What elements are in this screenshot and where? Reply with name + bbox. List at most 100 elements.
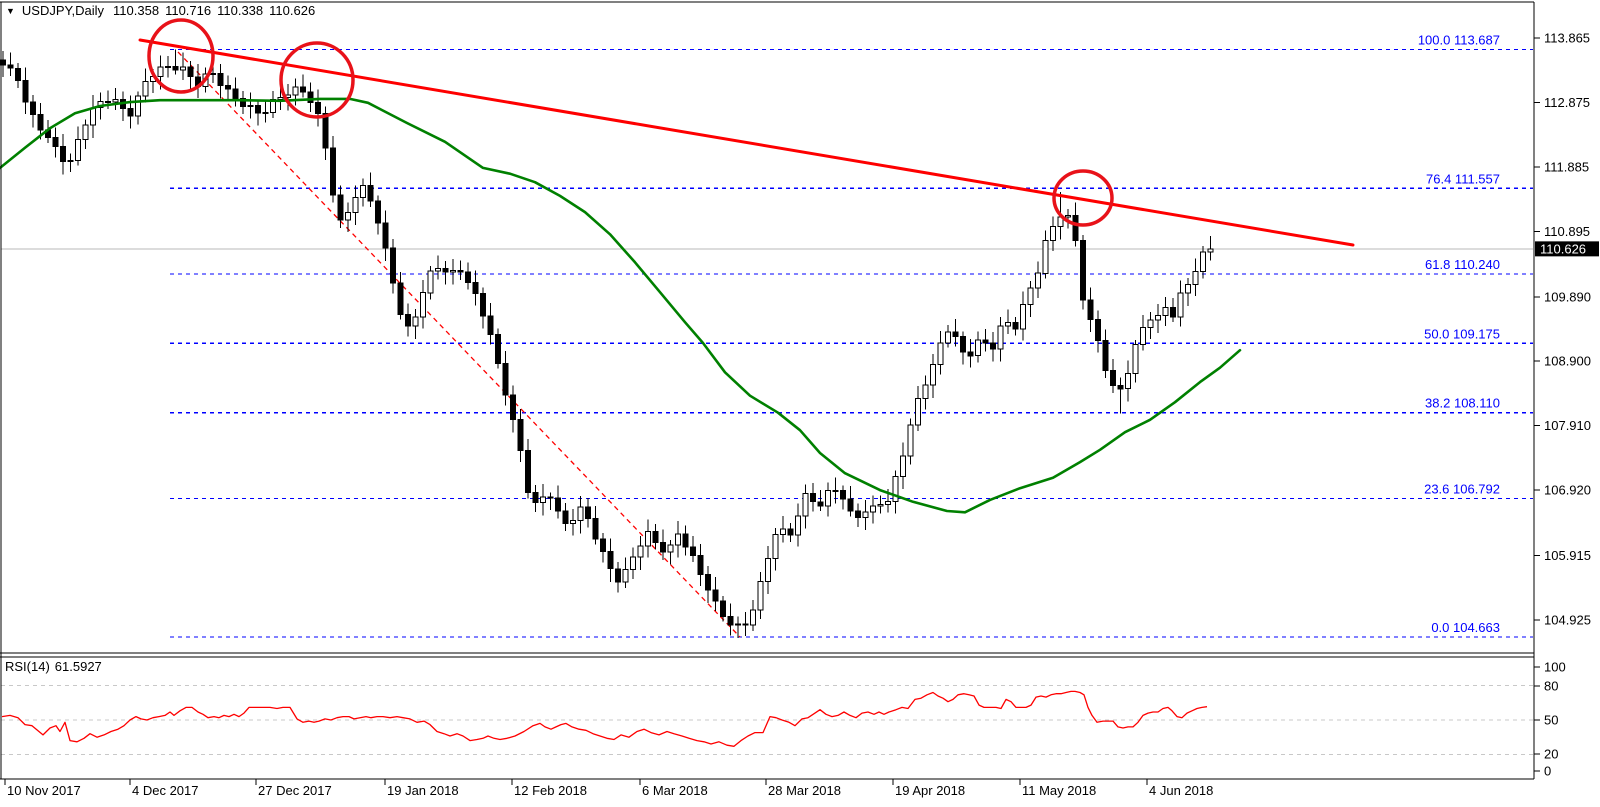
quote-open: 110.358 [113, 3, 160, 18]
candle-body-down [960, 336, 966, 353]
candle-body-up [570, 520, 576, 525]
candle-body-up [945, 331, 951, 344]
candle-body-down [442, 267, 449, 273]
candle-body-up [1200, 251, 1206, 273]
candle-body-down [1072, 215, 1079, 241]
candle-body-down [367, 185, 374, 202]
candle-body-up [832, 489, 839, 492]
time-axis-label: 19 Jan 2018 [387, 783, 459, 798]
candle-body-down [105, 100, 111, 103]
candle-body-down [1095, 319, 1101, 341]
candle-body-down [990, 342, 996, 350]
candle-body-down [727, 616, 734, 626]
rsi-axis-label: 50 [1544, 713, 1558, 728]
candle-body-down [697, 554, 704, 575]
candle-body-down [375, 200, 381, 224]
candle-body-down [510, 394, 516, 421]
time-axis-label: 4 Jun 2018 [1149, 783, 1213, 798]
candle-body-up [1147, 319, 1154, 329]
candle-body-down [1170, 306, 1176, 318]
candle-body-up [622, 568, 629, 583]
candle-body-down [712, 589, 719, 602]
candle-body-up [930, 363, 936, 386]
candle-body-down [487, 315, 494, 335]
candle-body-up [870, 505, 876, 513]
candle-body-down [225, 85, 231, 90]
candle-body-down [232, 88, 239, 100]
price-axis-label: 106.920 [1544, 483, 1591, 498]
quote-low: 110.338 [217, 3, 264, 18]
candle-body-down [337, 194, 344, 221]
price-axis-label: 113.865 [1544, 31, 1590, 46]
moving-average-line [0, 97, 1242, 514]
candle-body-up [900, 455, 906, 477]
price-axis-label: 109.890 [1544, 289, 1591, 304]
candle-body-up [667, 544, 674, 553]
candle-body-up [1192, 271, 1199, 285]
candle-body-down [1102, 339, 1109, 371]
candle-body-down [502, 363, 509, 396]
highlight-circle-1[interactable] [147, 18, 215, 94]
rsi-axis-label: 0 [1544, 764, 1551, 779]
candle-body-up [1035, 272, 1041, 289]
candle-body-down [457, 270, 464, 273]
candle-body-down [585, 506, 591, 519]
candle-body-down [525, 450, 531, 494]
candle-body-down [307, 91, 314, 104]
candle-body-up [450, 270, 456, 273]
candle-body-down [390, 247, 396, 284]
candle-body-down [787, 528, 794, 536]
candle-body-up [877, 503, 884, 507]
candle-body-down [172, 65, 179, 71]
candle-body-up [765, 557, 771, 582]
candle-body-up [1185, 283, 1191, 294]
candle-body-down [840, 489, 846, 500]
rsi-indicator-label: RSI(14) [5, 659, 50, 674]
time-axis-label: 10 Nov 2017 [7, 783, 81, 798]
rsi-axis-label: 100 [1544, 660, 1566, 675]
candle-body-down [405, 314, 411, 327]
candle-body-up [750, 609, 756, 626]
candle-body-up [135, 95, 141, 117]
candle-body-up [1020, 303, 1026, 330]
price-axis-label: 107.910 [1544, 418, 1591, 433]
candle-body-up [210, 72, 216, 75]
highlight-circle-2[interactable] [279, 41, 355, 119]
descending-trendline[interactable] [138, 38, 1355, 247]
candle-body-up [262, 112, 269, 115]
fib-level-label-61.8: 61.8 110.240 [1425, 257, 1500, 272]
candle-body-up [165, 65, 171, 68]
symbol-period-label: USDJPY,Daily [21, 3, 105, 18]
candle-body-up [937, 342, 944, 365]
candle-body-up [1042, 240, 1049, 274]
candle-body-up [997, 325, 1004, 350]
current-price-badge-text: 110.626 [1540, 241, 1586, 256]
candle-body-down [967, 351, 974, 357]
candle-body-down [322, 113, 329, 149]
candle-body-up [735, 623, 741, 626]
candle-body-down [690, 546, 696, 556]
candle-body-down [682, 533, 689, 548]
price-axis-label: 105.915 [1544, 548, 1591, 563]
candle-body-down [187, 66, 194, 78]
candle-body-down [15, 67, 21, 82]
candle-body-up [75, 138, 81, 161]
candle-body-up [825, 490, 831, 507]
rsi-indicator-value: 61.5927 [54, 659, 102, 674]
candle-body-up [1027, 287, 1034, 305]
candle-body-down [480, 293, 486, 317]
candle-body-down [330, 147, 336, 196]
collapse-quote-icon[interactable]: ▼ [6, 6, 15, 16]
candle-body-down [127, 108, 134, 117]
candle-body-up [630, 556, 636, 570]
candle-body-down [465, 271, 471, 284]
candle-body-down [562, 510, 569, 525]
fib-level-label-76.4: 76.4 111.557 [1426, 171, 1500, 186]
candle-body-down [52, 136, 59, 147]
highlight-circle-3[interactable] [1052, 169, 1114, 227]
candle-body-down [615, 568, 621, 583]
candle-body-down [720, 600, 726, 618]
candle-body-up [637, 545, 644, 558]
